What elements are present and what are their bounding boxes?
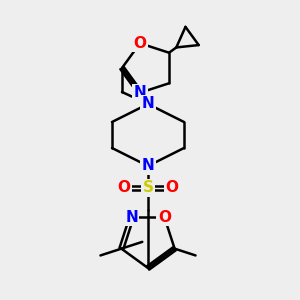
- Text: N: N: [142, 97, 154, 112]
- Text: S: S: [142, 181, 154, 196]
- Text: O: O: [118, 181, 130, 196]
- Text: N: N: [125, 210, 138, 225]
- Text: O: O: [134, 36, 146, 51]
- Text: O: O: [166, 181, 178, 196]
- Text: N: N: [142, 158, 154, 173]
- Text: N: N: [134, 85, 146, 100]
- Text: O: O: [158, 210, 171, 225]
